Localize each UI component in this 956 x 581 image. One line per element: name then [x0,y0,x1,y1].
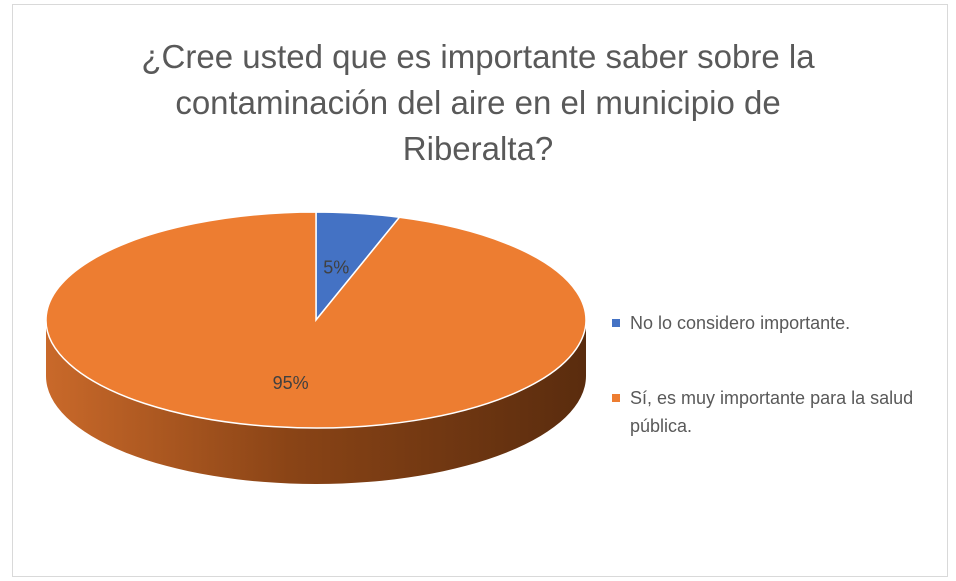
pie-slice [45,211,587,429]
data-label: 95% [273,373,309,393]
pie-side [46,320,586,484]
legend-label: No lo considero importante. [630,313,851,333]
data-label: 5% [323,258,349,278]
chart-title: ¿Cree usted que es importante saber sobr… [141,38,815,167]
legend-label: Sí, es muy importante para la salud públ… [630,388,914,436]
legend-swatch [612,319,620,327]
legend-swatch [612,394,620,402]
